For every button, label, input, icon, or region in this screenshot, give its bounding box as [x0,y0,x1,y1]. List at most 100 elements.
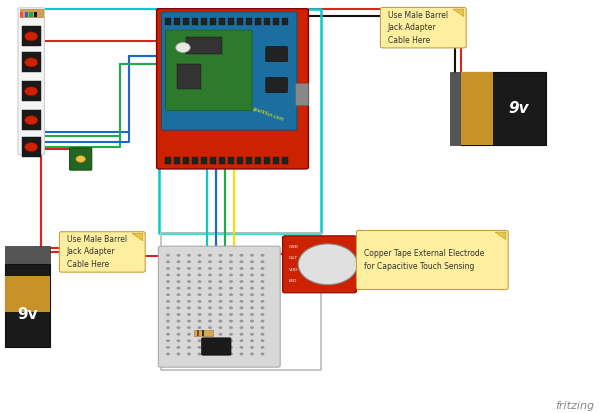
Circle shape [250,254,254,256]
FancyBboxPatch shape [380,7,466,48]
Circle shape [250,274,254,276]
Circle shape [177,339,180,342]
Circle shape [176,43,190,52]
FancyBboxPatch shape [356,230,508,290]
Circle shape [187,280,191,283]
Circle shape [229,294,233,296]
Circle shape [219,254,222,256]
Circle shape [166,333,170,335]
Bar [25,12,28,17]
Text: 9v: 9v [17,307,38,322]
Text: 9v: 9v [509,101,529,116]
Circle shape [187,313,191,316]
Circle shape [208,274,212,276]
Bar [201,157,207,164]
Bar [29,12,32,17]
Circle shape [187,254,191,256]
Circle shape [208,261,212,263]
Bar [210,157,216,164]
Circle shape [250,333,254,335]
Circle shape [208,313,212,316]
Polygon shape [132,233,143,241]
Circle shape [166,320,170,322]
Circle shape [198,346,201,349]
Circle shape [229,313,233,316]
Circle shape [166,287,170,289]
Circle shape [240,333,243,335]
Circle shape [240,353,243,355]
Circle shape [261,254,264,256]
Circle shape [177,333,180,335]
Bar [450,72,461,145]
Bar [174,18,180,25]
Circle shape [187,294,191,296]
Circle shape [250,346,254,349]
Circle shape [229,346,233,349]
Circle shape [208,267,212,270]
Circle shape [25,87,38,96]
Circle shape [219,339,222,342]
Circle shape [166,294,170,296]
Text: Copper Tape External Electrode
for Capacitive Touch Sensing: Copper Tape External Electrode for Capac… [364,249,484,271]
Circle shape [250,327,254,329]
Circle shape [250,339,254,342]
Circle shape [177,320,180,322]
Circle shape [187,267,191,270]
Bar [22,81,41,101]
Circle shape [166,300,170,302]
Circle shape [240,280,243,283]
Circle shape [177,307,180,309]
Circle shape [187,287,191,289]
Bar [282,157,288,164]
Circle shape [250,313,254,316]
Bar [22,52,41,72]
Circle shape [208,254,212,256]
Circle shape [219,353,222,355]
Circle shape [250,294,254,296]
Circle shape [166,353,170,355]
Circle shape [250,307,254,309]
FancyBboxPatch shape [166,30,252,110]
Circle shape [240,261,243,263]
Bar [273,157,279,164]
Circle shape [229,307,233,309]
Circle shape [250,267,254,270]
Circle shape [219,327,222,329]
Circle shape [261,313,264,316]
Circle shape [198,274,201,276]
Circle shape [198,339,201,342]
Bar [22,137,41,157]
Circle shape [229,333,233,335]
Circle shape [187,307,191,309]
Circle shape [198,267,201,270]
Circle shape [208,300,212,302]
Circle shape [229,353,233,355]
Circle shape [166,274,170,276]
Circle shape [187,320,191,322]
Bar [461,72,493,145]
Polygon shape [495,232,506,240]
Circle shape [198,333,201,335]
Circle shape [187,327,191,329]
Circle shape [166,339,170,342]
Circle shape [177,287,180,289]
Circle shape [177,261,180,263]
Bar [206,330,209,336]
Circle shape [250,353,254,355]
Circle shape [177,353,180,355]
Circle shape [261,333,264,335]
Text: GND: GND [289,244,298,249]
Circle shape [166,313,170,316]
Circle shape [187,333,191,335]
Circle shape [261,287,264,289]
Bar [20,9,43,17]
Bar [237,18,243,25]
Bar [183,18,189,25]
Bar [5,246,50,264]
Bar [201,18,207,25]
Circle shape [229,274,233,276]
Circle shape [219,287,222,289]
Circle shape [208,353,212,355]
Circle shape [166,307,170,309]
Circle shape [261,327,264,329]
